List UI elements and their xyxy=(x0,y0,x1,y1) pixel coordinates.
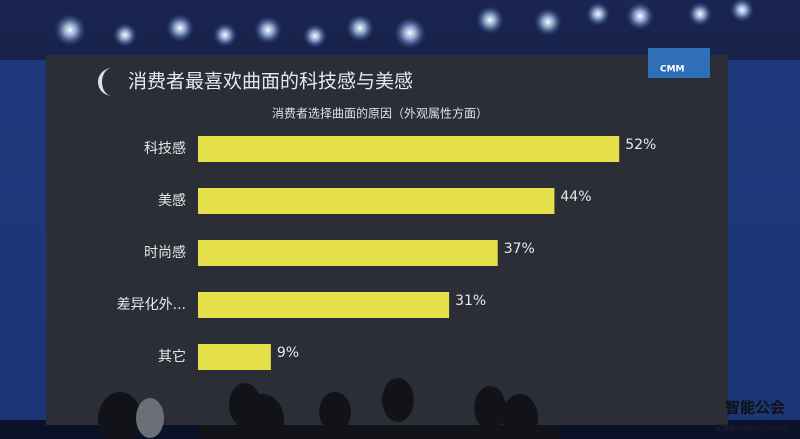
y-tick-label: 美感 xyxy=(158,192,186,209)
bar xyxy=(198,136,620,162)
value-label: 37% xyxy=(504,241,535,257)
y-tick-label: 其它 xyxy=(158,348,186,365)
value-label: 52% xyxy=(625,137,656,153)
stage-lights xyxy=(54,0,754,49)
title-arc xyxy=(98,68,112,96)
logo: CMM xyxy=(660,65,685,75)
watermark-site: ZNgonghui.com xyxy=(716,424,788,434)
y-tick-label: 差异化外... xyxy=(117,297,186,313)
value-label: 9% xyxy=(277,345,299,361)
chart-subtitle: 消费者选择曲面的原因（外观属性方面） xyxy=(272,106,488,121)
bar xyxy=(198,344,271,370)
value-label: 31% xyxy=(455,293,486,309)
y-tick-label: 时尚感 xyxy=(144,244,186,261)
plot: 科技感 52% 美感 44% 时尚感 37% 差异化外... 31% 其它 9% xyxy=(117,136,656,370)
audience xyxy=(98,378,560,439)
watermark-brand: 智能公会 xyxy=(725,399,785,417)
bar xyxy=(198,188,555,214)
side-screen xyxy=(0,60,48,420)
bar xyxy=(198,292,450,318)
value-label: 44% xyxy=(560,189,591,205)
logo-box xyxy=(648,48,710,78)
chart-title: 消费者最喜欢曲面的科技感与美感 xyxy=(128,71,413,93)
bar xyxy=(198,240,498,266)
side-screen xyxy=(728,60,800,420)
y-tick-label: 科技感 xyxy=(144,140,186,157)
